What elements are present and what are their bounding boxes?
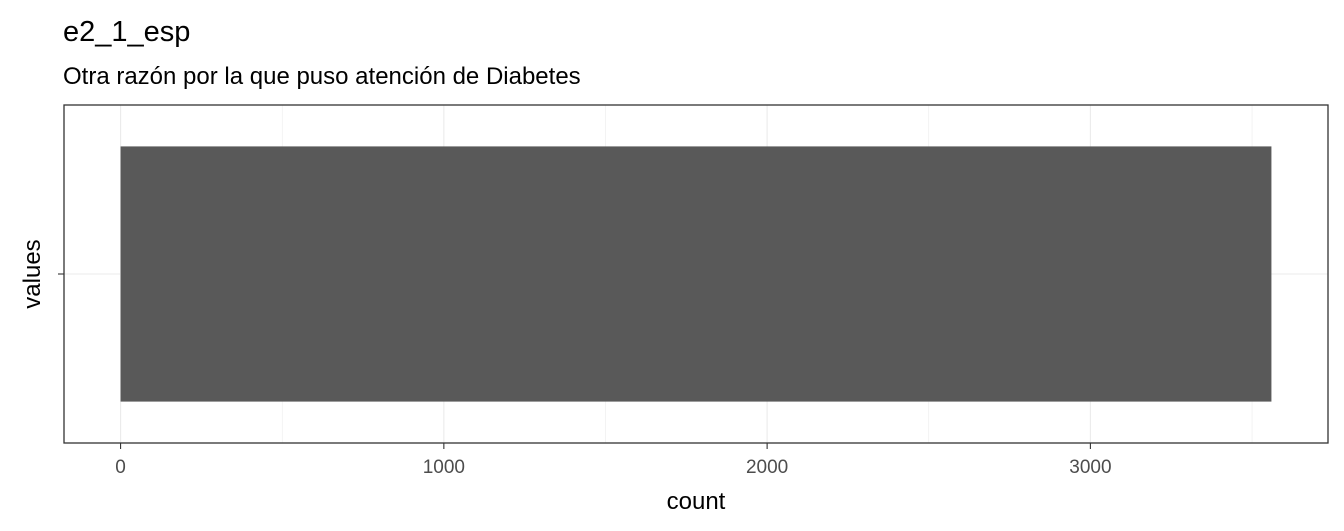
- x-tick-label: 0: [115, 457, 126, 478]
- x-tick-label: 2000: [746, 457, 788, 478]
- axes: 0 1000 2000 3000: [58, 273, 1112, 478]
- x-tick-label: 3000: [1069, 457, 1111, 478]
- bar: [120, 146, 1272, 402]
- bars: [120, 146, 1272, 402]
- chart-subtitle: Otra razón por la que puso atención de D…: [63, 63, 581, 90]
- y-axis-title: values: [19, 239, 46, 308]
- chart-title: e2_1_esp: [63, 16, 190, 48]
- x-tick-label: 1000: [423, 457, 465, 478]
- x-axis-title: count: [667, 488, 726, 515]
